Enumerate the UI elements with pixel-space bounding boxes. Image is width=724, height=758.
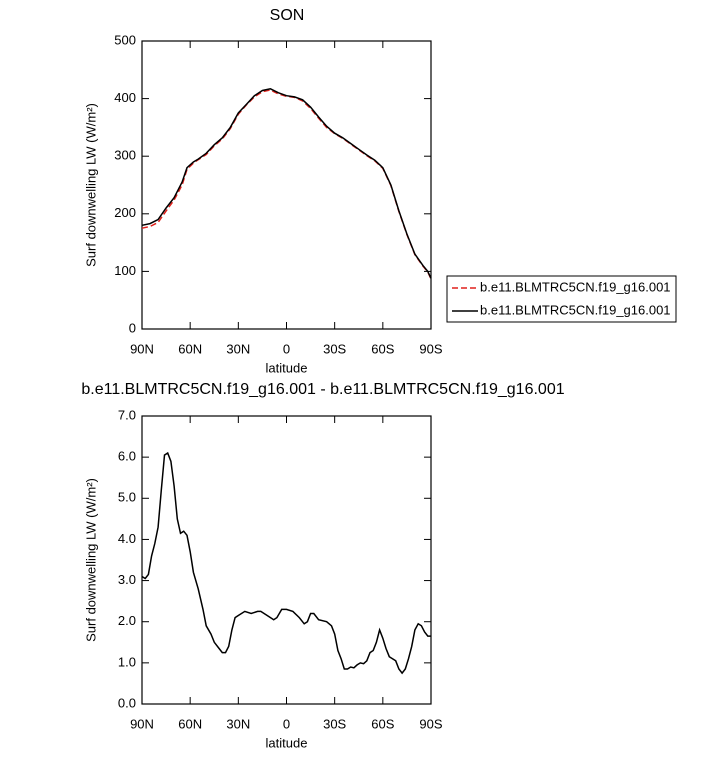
y-tick-label: 500 — [114, 32, 136, 47]
x-tick-label: 30S — [323, 341, 346, 356]
y-tick-label: 400 — [114, 90, 136, 105]
y-tick-label: 3.0 — [118, 572, 136, 587]
y-axis-label: Surf downwelling LW (W/m²) — [83, 103, 98, 267]
x-axis-label: latitude — [266, 360, 308, 375]
y-tick-label: 6.0 — [118, 449, 136, 464]
y-tick-label: 0 — [129, 320, 136, 335]
y-tick-label: 0.0 — [118, 695, 136, 710]
x-tick-label: 0 — [283, 716, 290, 731]
y-tick-label: 300 — [114, 148, 136, 163]
x-tick-label: 30N — [226, 716, 250, 731]
chart-title: b.e11.BLMTRC5CN.f19_g16.001 - b.e11.BLMT… — [81, 381, 564, 398]
x-tick-label: 0 — [283, 341, 290, 356]
y-tick-label: 5.0 — [118, 490, 136, 505]
y-tick-label: 7.0 — [118, 407, 136, 422]
x-tick-label: 60S — [371, 716, 394, 731]
y-tick-label: 200 — [114, 205, 136, 220]
y-tick-label: 2.0 — [118, 613, 136, 628]
x-tick-label: 90S — [419, 341, 442, 356]
legend-label: b.e11.BLMTRC5CN.f19_g16.001 — [480, 279, 671, 294]
x-tick-label: 60N — [178, 341, 202, 356]
y-axis-label: Surf downwelling LW (W/m²) — [83, 478, 98, 642]
y-tick-label: 1.0 — [118, 654, 136, 669]
x-tick-label: 30S — [323, 716, 346, 731]
x-tick-label: 60N — [178, 716, 202, 731]
x-tick-label: 90S — [419, 716, 442, 731]
y-tick-label: 4.0 — [118, 531, 136, 546]
legend-label: b.e11.BLMTRC5CN.f19_g16.001 — [480, 302, 671, 317]
data-line — [141, 88, 432, 279]
plot-frame — [141, 415, 432, 705]
x-tick-label: 90N — [130, 341, 154, 356]
x-tick-label: 60S — [371, 341, 394, 356]
plot-frame — [141, 40, 432, 330]
x-tick-label: 90N — [130, 716, 154, 731]
legend-box — [446, 275, 677, 323]
chart-title: SON — [270, 7, 305, 24]
x-axis-label: latitude — [266, 735, 308, 750]
y-tick-label: 100 — [114, 263, 136, 278]
data-line — [141, 451, 431, 675]
x-tick-label: 30N — [226, 341, 250, 356]
data-line — [141, 89, 432, 280]
